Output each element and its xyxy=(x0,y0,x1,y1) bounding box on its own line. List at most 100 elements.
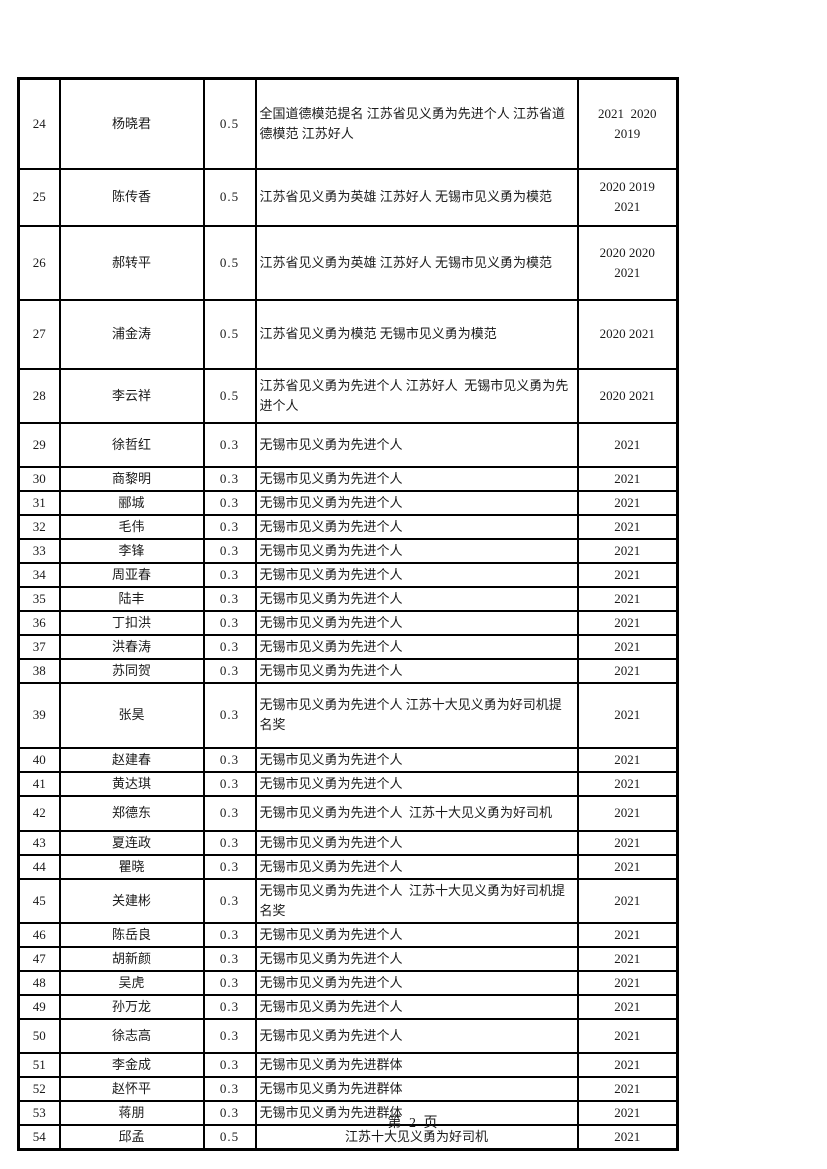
honors-text: 无锡市见义勇为先进个人 xyxy=(254,609,579,636)
row-number: 30 xyxy=(17,465,61,492)
person-name: 徐哲红 xyxy=(58,421,205,468)
award-years: 2021 xyxy=(576,537,679,564)
honors-text: 无锡市见义勇为先进个人 xyxy=(254,465,579,492)
person-name: 张昊 xyxy=(58,681,205,749)
person-name: 郦城 xyxy=(58,489,205,516)
award-years: 2021 xyxy=(576,993,679,1020)
score-value: 0.3 xyxy=(202,746,257,773)
award-years: 2021 xyxy=(576,746,679,773)
honors-text: 无锡市见义勇为先进个人 xyxy=(254,993,579,1020)
score-value: 0.3 xyxy=(202,1099,257,1126)
award-years: 2021 xyxy=(576,1123,679,1150)
row-number: 52 xyxy=(17,1075,61,1102)
award-years: 2021 xyxy=(576,1099,679,1126)
award-years: 2021 xyxy=(576,609,679,636)
honors-text: 无锡市见义勇为先进个人 江苏十大见义勇为好司机 xyxy=(254,794,579,832)
honors-text: 全国道德模范提名 江苏省见义勇为先进个人 江苏省道德模范 江苏好人 xyxy=(254,77,579,170)
honors-text: 无锡市见义勇为先进个人 xyxy=(254,969,579,996)
score-value: 0.5 xyxy=(202,77,257,170)
table-row: 33 李锋 0.3 无锡市见义勇为先进个人 2021 xyxy=(17,537,679,564)
score-value: 0.3 xyxy=(202,633,257,660)
score-value: 0.3 xyxy=(202,537,257,564)
table-row: 24 杨晓君 0.5 全国道德模范提名 江苏省见义勇为先进个人 江苏省道德模范 … xyxy=(17,77,679,170)
row-number: 44 xyxy=(17,853,61,880)
table-row: 31 郦城 0.3 无锡市见义勇为先进个人 2021 xyxy=(17,489,679,516)
person-name: 陈传香 xyxy=(58,167,205,227)
honors-text: 江苏省见义勇为英雄 江苏好人 无锡市见义勇为模范 xyxy=(254,167,579,227)
table-row: 26 郝转平 0.5 江苏省见义勇为英雄 江苏好人 无锡市见义勇为模范 2020… xyxy=(17,224,679,301)
honors-text: 无锡市见义勇为先进个人 江苏十大见义勇为好司机提名奖 xyxy=(254,877,579,924)
award-years: 2021 xyxy=(576,421,679,468)
person-name: 孙万龙 xyxy=(58,993,205,1020)
award-years: 2021 xyxy=(576,513,679,540)
award-years: 2021 xyxy=(576,489,679,516)
table-row: 52 赵怀平 0.3 无锡市见义勇为先进群体 2021 xyxy=(17,1075,679,1102)
table-row: 51 李金成 0.3 无锡市见义勇为先进群体 2021 xyxy=(17,1051,679,1078)
score-value: 0.3 xyxy=(202,561,257,588)
person-name: 丁扣洪 xyxy=(58,609,205,636)
score-value: 0.5 xyxy=(202,367,257,424)
table-row: 44 瞿晓 0.3 无锡市见义勇为先进个人 2021 xyxy=(17,853,679,880)
table-row: 50 徐志高 0.3 无锡市见义勇为先进个人 2021 xyxy=(17,1017,679,1054)
person-name: 胡新颜 xyxy=(58,945,205,972)
row-number: 28 xyxy=(17,367,61,424)
score-value: 0.3 xyxy=(202,465,257,492)
person-name: 洪春涛 xyxy=(58,633,205,660)
person-name: 苏同贺 xyxy=(58,657,205,684)
page-number: 第 2 页 xyxy=(387,1116,440,1131)
score-value: 0.3 xyxy=(202,945,257,972)
honors-text: 无锡市见义勇为先进个人 xyxy=(254,585,579,612)
award-years: 2021 xyxy=(576,853,679,880)
person-name: 陆丰 xyxy=(58,585,205,612)
score-value: 0.3 xyxy=(202,585,257,612)
row-number: 27 xyxy=(17,298,61,370)
person-name: 商黎明 xyxy=(58,465,205,492)
table-row: 35 陆丰 0.3 无锡市见义勇为先进个人 2021 xyxy=(17,585,679,612)
score-value: 0.5 xyxy=(202,1123,257,1150)
row-number: 24 xyxy=(17,77,61,170)
row-number: 46 xyxy=(17,921,61,948)
honors-text: 无锡市见义勇为先进个人 xyxy=(254,921,579,948)
award-years: 2020 2020 2021 xyxy=(576,224,679,301)
table-row: 53 蒋朋 0.3 无锡市见义勇为先进群体 2021 xyxy=(17,1099,679,1126)
score-value: 0.5 xyxy=(202,224,257,301)
table-row: 46 陈岳良 0.3 无锡市见义勇为先进个人 2021 xyxy=(17,921,679,948)
row-number: 54 xyxy=(17,1123,61,1150)
score-value: 0.3 xyxy=(202,829,257,856)
person-name: 黄达琪 xyxy=(58,770,205,797)
person-name: 郝转平 xyxy=(58,224,205,301)
award-years: 2021 xyxy=(576,1017,679,1054)
row-number: 33 xyxy=(17,537,61,564)
award-years: 2021 xyxy=(576,770,679,797)
table-body: 24 杨晓君 0.5 全国道德模范提名 江苏省见义勇为先进个人 江苏省道德模范 … xyxy=(17,77,679,1150)
table-row: 41 黄达琪 0.3 无锡市见义勇为先进个人 2021 xyxy=(17,770,679,797)
table-row: 42 郑德东 0.3 无锡市见义勇为先进个人 江苏十大见义勇为好司机 2021 xyxy=(17,794,679,832)
row-number: 40 xyxy=(17,746,61,773)
honors-text: 无锡市见义勇为先进个人 xyxy=(254,633,579,660)
row-number: 49 xyxy=(17,993,61,1020)
row-number: 43 xyxy=(17,829,61,856)
person-name: 夏连政 xyxy=(58,829,205,856)
score-value: 0.3 xyxy=(202,657,257,684)
honors-text: 无锡市见义勇为先进群体 xyxy=(254,1075,579,1102)
table-row: 28 李云祥 0.5 江苏省见义勇为先进个人 江苏好人 无锡市见义勇为先进个人 … xyxy=(17,367,679,424)
score-value: 0.5 xyxy=(202,298,257,370)
award-years: 2020 2021 xyxy=(576,367,679,424)
honors-text: 无锡市见义勇为先进个人 xyxy=(254,829,579,856)
honors-text: 江苏省见义勇为先进个人 江苏好人 无锡市见义勇为先进个人 xyxy=(254,367,579,424)
row-number: 53 xyxy=(17,1099,61,1126)
person-name: 李云祥 xyxy=(58,367,205,424)
award-years: 2021 xyxy=(576,945,679,972)
score-value: 0.3 xyxy=(202,1017,257,1054)
honors-text: 无锡市见义勇为先进群体 xyxy=(254,1099,579,1126)
table-row: 29 徐哲红 0.3 无锡市见义勇为先进个人 2021 xyxy=(17,421,679,468)
row-number: 39 xyxy=(17,681,61,749)
table-row: 45 关建彬 0.3 无锡市见义勇为先进个人 江苏十大见义勇为好司机提名奖 20… xyxy=(17,877,679,924)
honors-text: 江苏省见义勇为英雄 江苏好人 无锡市见义勇为模范 xyxy=(254,224,579,301)
score-value: 0.3 xyxy=(202,853,257,880)
award-years: 2021 xyxy=(576,585,679,612)
person-name: 周亚春 xyxy=(58,561,205,588)
award-years: 2021 xyxy=(576,829,679,856)
award-years: 2021 xyxy=(576,633,679,660)
person-name: 李锋 xyxy=(58,537,205,564)
